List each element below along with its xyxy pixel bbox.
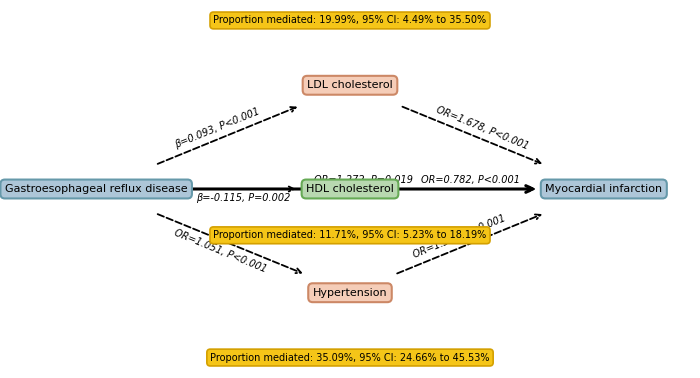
- Text: LDL cholesterol: LDL cholesterol: [307, 80, 393, 90]
- Text: OR=1.678, P<0.001: OR=1.678, P<0.001: [435, 105, 531, 151]
- Text: Proportion mediated: 35.09%, 95% CI: 24.66% to 45.53%: Proportion mediated: 35.09%, 95% CI: 24.…: [210, 353, 490, 363]
- Text: Gastroesophageal reflux disease: Gastroesophageal reflux disease: [5, 184, 188, 194]
- Text: OR=1.272, P=0.019: OR=1.272, P=0.019: [314, 175, 413, 185]
- Text: OR=1.319, P<0.001: OR=1.319, P<0.001: [412, 213, 507, 260]
- Text: OR=1.051, P<0.001: OR=1.051, P<0.001: [172, 228, 267, 274]
- Text: β=0.093, P<0.001: β=0.093, P<0.001: [174, 106, 261, 150]
- Text: OR=0.782, P<0.001: OR=0.782, P<0.001: [421, 175, 519, 185]
- Text: Proportion mediated: 19.99%, 95% CI: 4.49% to 35.50%: Proportion mediated: 19.99%, 95% CI: 4.4…: [214, 15, 486, 25]
- Text: HDL cholesterol: HDL cholesterol: [306, 184, 394, 194]
- Text: Hypertension: Hypertension: [313, 288, 387, 298]
- Text: Proportion mediated: 11.71%, 95% CI: 5.23% to 18.19%: Proportion mediated: 11.71%, 95% CI: 5.2…: [214, 230, 486, 240]
- Text: Myocardial infarction: Myocardial infarction: [545, 184, 662, 194]
- Text: β=-0.115, P=0.002: β=-0.115, P=0.002: [197, 193, 291, 203]
